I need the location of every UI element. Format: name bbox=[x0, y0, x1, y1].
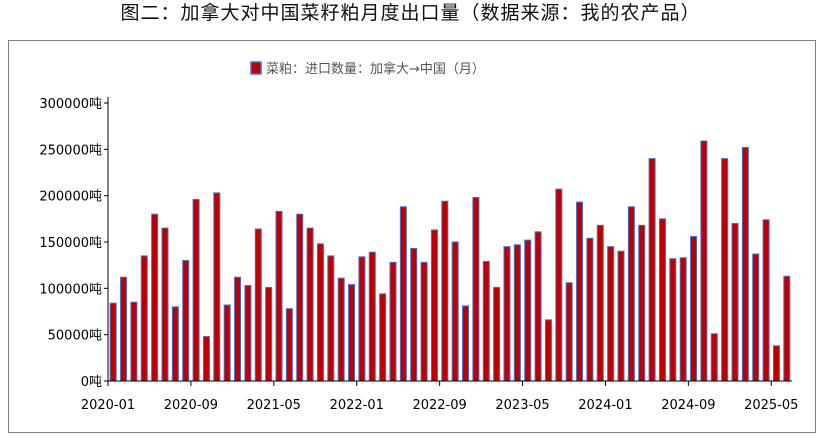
bar-2022-02 bbox=[368, 251, 376, 382]
bar-2020-12 bbox=[223, 304, 231, 382]
bar-2021-12 bbox=[348, 284, 356, 382]
bar-2023-08 bbox=[555, 188, 563, 382]
legend-label: 菜粕：进口数量：加拿大→中国（月） bbox=[266, 61, 485, 77]
bar-2021-02 bbox=[244, 285, 252, 382]
bar-2020-01 bbox=[109, 302, 117, 382]
y-tick-label: 50000吨 bbox=[48, 329, 102, 344]
page-title: 图二：加拿大对中国菜籽粕月度出口量（数据来源：我的农产品） bbox=[120, 2, 701, 24]
bar-2025-01 bbox=[731, 222, 739, 382]
y-axis-ticks: 0吨 50000吨 100000吨 150000吨 200000吨 250000吨 3000… bbox=[39, 97, 108, 390]
bar-2025-05 bbox=[772, 345, 780, 382]
bar-2021-09 bbox=[316, 243, 324, 382]
bar-2021-10 bbox=[327, 255, 335, 382]
bar-2022-10 bbox=[451, 241, 459, 382]
bar-2020-07 bbox=[171, 306, 179, 382]
y-tick-label: 0吨 bbox=[81, 375, 102, 390]
bar-2024-09 bbox=[690, 235, 698, 382]
bar-2025-03 bbox=[752, 253, 760, 382]
bar-2021-01 bbox=[234, 276, 242, 382]
bar-2022-04 bbox=[389, 261, 397, 382]
bar-2022-06 bbox=[410, 247, 418, 382]
bar-2020-10 bbox=[202, 336, 210, 382]
bar-2022-07 bbox=[420, 261, 428, 382]
bar-2022-09 bbox=[441, 200, 449, 382]
bar-2024-04 bbox=[638, 224, 646, 382]
bar-chart: 菜粕：进口数量：加拿大→中国（月） 0吨 50000吨 100000吨 150000吨… bbox=[39, 61, 798, 413]
bar-2021-08 bbox=[306, 227, 314, 382]
x-tick-label: 2025-05 bbox=[744, 398, 798, 413]
bar-2024-10 bbox=[700, 140, 708, 382]
bar-2023-04 bbox=[513, 244, 521, 382]
bar-2020-11 bbox=[213, 192, 221, 382]
x-tick-label: 2020-01 bbox=[81, 398, 135, 413]
y-tick-label: 100000吨 bbox=[39, 282, 102, 297]
bar-2023-07 bbox=[544, 319, 552, 382]
bar-2025-04 bbox=[762, 219, 770, 382]
bar-2021-06 bbox=[285, 308, 293, 382]
bar-2022-12 bbox=[472, 197, 480, 382]
bar-2023-11 bbox=[586, 237, 594, 382]
x-tick-label: 2022-01 bbox=[330, 398, 384, 413]
chart-frame: 菜粕：进口数量：加拿大→中国（月） 0吨 50000吨 100000吨 150000吨… bbox=[8, 40, 816, 433]
bar-2023-02 bbox=[493, 286, 501, 382]
x-tick-label: 2022-09 bbox=[412, 398, 466, 413]
bar-2023-09 bbox=[565, 282, 573, 382]
legend-swatch bbox=[250, 61, 262, 75]
x-tick-label: 2024-01 bbox=[578, 398, 632, 413]
bar-2022-01 bbox=[358, 256, 366, 382]
y-tick-label: 300000吨 bbox=[39, 97, 102, 112]
bar-2020-04 bbox=[140, 255, 148, 382]
x-tick-label: 2024-09 bbox=[661, 398, 715, 413]
y-tick-label: 150000吨 bbox=[39, 236, 102, 251]
bar-2020-03 bbox=[130, 301, 138, 382]
bar-2020-02 bbox=[120, 276, 128, 382]
bar-2020-09 bbox=[192, 198, 200, 382]
bar-2024-01 bbox=[607, 246, 615, 382]
bar-2024-07 bbox=[669, 258, 677, 382]
x-tick-label: 2021-05 bbox=[247, 398, 301, 413]
bar-2022-03 bbox=[379, 293, 387, 382]
bar-series bbox=[109, 140, 791, 382]
x-axis-ticks: 2020-01 2020-09 2021-05 2022-01 2022-09 2023-… bbox=[81, 381, 798, 413]
bar-2021-04 bbox=[265, 286, 273, 382]
bar-2024-03 bbox=[627, 206, 635, 382]
bar-2021-11 bbox=[337, 277, 345, 382]
bar-2024-08 bbox=[679, 257, 687, 382]
bar-2024-11 bbox=[710, 333, 718, 382]
legend: 菜粕：进口数量：加拿大→中国（月） bbox=[250, 61, 485, 77]
bar-2023-12 bbox=[596, 224, 604, 382]
x-tick-label: 2020-09 bbox=[164, 398, 218, 413]
axes bbox=[107, 97, 792, 382]
bar-2025-06 bbox=[783, 275, 791, 382]
bar-2024-06 bbox=[658, 218, 666, 382]
bar-2023-10 bbox=[576, 201, 584, 382]
bar-2023-06 bbox=[534, 231, 542, 382]
bar-2022-05 bbox=[399, 206, 407, 382]
bar-2024-05 bbox=[648, 158, 656, 382]
bar-2021-07 bbox=[296, 213, 304, 382]
bar-2021-03 bbox=[254, 228, 262, 382]
bar-2020-06 bbox=[161, 227, 169, 382]
bar-2022-11 bbox=[462, 305, 470, 382]
bar-2024-02 bbox=[617, 250, 625, 382]
bar-2022-08 bbox=[430, 229, 438, 382]
bar-2023-05 bbox=[524, 239, 532, 382]
bar-2023-01 bbox=[482, 260, 490, 382]
y-tick-label: 250000吨 bbox=[39, 143, 102, 158]
bar-2021-05 bbox=[275, 210, 283, 382]
y-tick-label: 200000吨 bbox=[39, 190, 102, 205]
bar-2020-08 bbox=[182, 260, 190, 382]
x-tick-label: 2023-05 bbox=[495, 398, 549, 413]
bar-2020-05 bbox=[151, 213, 159, 382]
bar-2024-12 bbox=[721, 158, 729, 382]
bar-2025-02 bbox=[741, 146, 749, 382]
bar-2023-03 bbox=[503, 246, 511, 382]
